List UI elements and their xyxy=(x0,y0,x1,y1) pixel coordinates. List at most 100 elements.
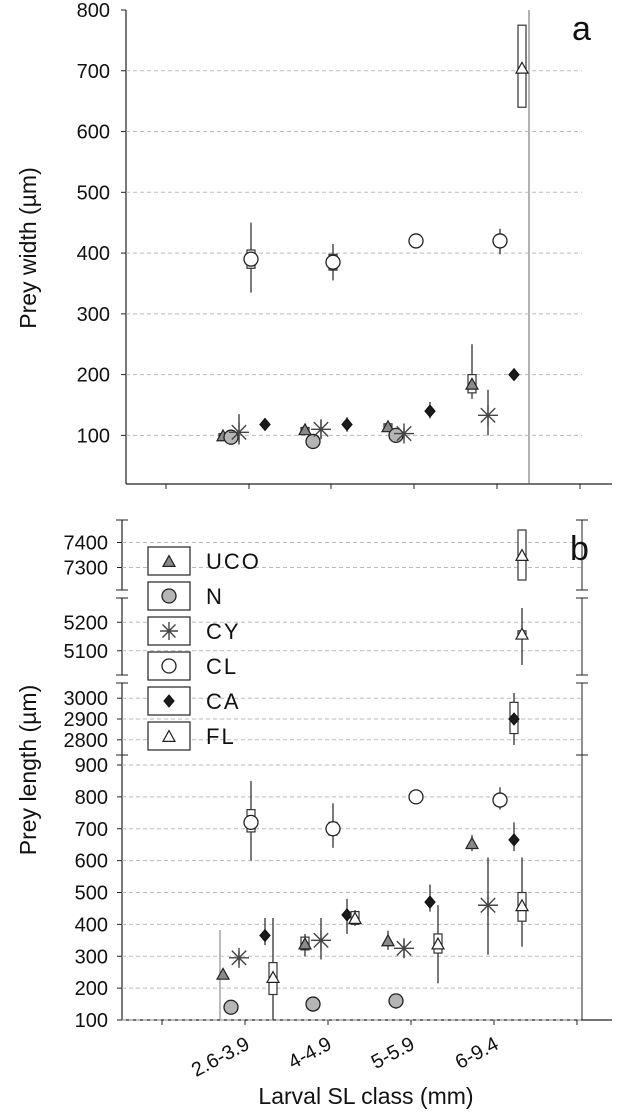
panel-b-tick-label: 500 xyxy=(75,883,108,905)
panel-b-cy-6-9-4-marker xyxy=(478,895,498,916)
panel-b-ca-6-9-4-marker xyxy=(508,833,520,847)
legend-swatch-cl xyxy=(147,651,191,681)
x-tick-label-4-4-9: 4-4.9 xyxy=(285,1033,336,1074)
panel-a-grid xyxy=(121,9,612,489)
x-tick-label-2-6-3-9: 2.6-3.9 xyxy=(188,1033,253,1082)
panel-b-tick-label: 7400 xyxy=(64,533,109,555)
legend-label-uco: UCO xyxy=(206,549,261,574)
panel-b-tick-label: 200 xyxy=(75,978,108,1000)
panel-a-uco-6-9-4-marker xyxy=(464,377,480,390)
panel-a-tick-label: 700 xyxy=(77,61,110,83)
legend-marker-ca xyxy=(163,694,175,708)
panel-a-tick-label: 500 xyxy=(77,182,110,204)
panel-b-uco-6-9-4-marker xyxy=(464,836,480,850)
legend-label-cl: CL xyxy=(206,654,238,679)
legend-label-fl: FL xyxy=(206,724,236,749)
panel-b-y-axis-label: Prey length (µm) xyxy=(15,685,41,855)
panel-b-tick-label: 100 xyxy=(75,1010,108,1032)
panel-b-n-5-5-9-marker xyxy=(388,993,404,1009)
panel-b-broken-fl-6-9-4-marker xyxy=(514,548,530,562)
panel-a-ca-5-5-9-marker xyxy=(424,404,436,418)
panel-a-ca-2-6-3-9-marker xyxy=(259,417,271,432)
panel-b-cy-4-4-9-marker xyxy=(311,930,331,951)
panel-a-cy-2-6-3-9-marker xyxy=(229,422,249,443)
panel-a-ca-4-4-9-marker xyxy=(341,417,353,432)
legend-label-ca: CA xyxy=(206,689,241,714)
panel-b-ca-5-5-9-marker xyxy=(424,895,436,909)
panel-b-uco-4-4-9-marker xyxy=(297,936,313,950)
panel-a-n-4-4-9-marker xyxy=(305,433,321,450)
panel-a-cl-2-6-3-9-marker xyxy=(243,251,259,267)
panel-b-cl-5-5-9-marker xyxy=(408,789,424,805)
x-axis-label: Larval SL class (mm) xyxy=(258,1083,473,1109)
panel-b-fl-4-4-9-marker xyxy=(347,911,363,925)
panel-a-tick-label: 600 xyxy=(77,122,110,144)
panel-b-cy-5-5-9-marker xyxy=(394,938,414,959)
panel-b-grid xyxy=(116,519,612,1021)
panel-b-n-4-4-9-marker xyxy=(305,996,321,1012)
panel-a-tick-label: 300 xyxy=(77,304,110,326)
panel-b-tick-label: 2800 xyxy=(64,730,109,752)
legend-marker-n xyxy=(161,588,177,604)
panel-b-data-marks xyxy=(215,529,530,1020)
legend-marker-fl xyxy=(161,729,177,743)
panel-a-data-marks xyxy=(215,24,530,450)
panel-b-broken-ca-6-9-4-marker xyxy=(508,712,520,726)
panel-a-tick-label: 400 xyxy=(77,243,110,265)
panel-b-uco-5-5-9-marker xyxy=(380,933,396,947)
panel-a-n-2-6-3-9-marker xyxy=(223,429,239,445)
panel-a-tick-label: 200 xyxy=(77,365,110,387)
panel-b-tick-label: 5200 xyxy=(64,612,109,634)
panel-a-tick-label: 100 xyxy=(77,425,110,447)
panel-a-cl-4-4-9-marker xyxy=(325,254,341,270)
panel-b-cl-4-4-9-marker xyxy=(325,821,341,837)
legend-label-n: N xyxy=(206,584,224,609)
x-axis-tick-labels: 2.6-3.9 4-4.9 5-5.9 6-9.4 xyxy=(161,1020,578,1082)
panel-b-tick-label: 300 xyxy=(75,946,108,968)
panel-a-uco-5-5-9-marker xyxy=(380,419,396,433)
panel-a-y-ticks: 800 700 600 500 400 300 200 100 xyxy=(77,0,110,447)
panel-a-cl-5-5-9-marker xyxy=(408,233,424,249)
panel-b-ca-2-6-3-9-marker xyxy=(259,928,271,943)
panel-a-cy-6-9-4-marker xyxy=(478,405,498,426)
legend-marker-uco xyxy=(161,554,177,568)
panel-a-cy-5-5-9-marker xyxy=(394,423,414,444)
panel-a-uco-4-4-9-marker xyxy=(297,422,313,436)
x-tick-label-5-5-9: 5-5.9 xyxy=(368,1033,419,1074)
panel-b-tick-label: 600 xyxy=(75,851,108,873)
panel-a-cy-4-4-9-marker xyxy=(311,419,331,440)
legend-marker-cy xyxy=(160,622,178,640)
panel-b-fl-5-5-9-marker xyxy=(430,936,446,950)
panel-b-y-ticks: 900 800 700 600 500 400 300 200 100 7400 7300 5200 5… xyxy=(64,533,109,1033)
legend: UCO N CY CL CA FL xyxy=(147,546,261,751)
panel-b-tick-label: 5100 xyxy=(64,641,109,663)
panel-b-tick-label: 700 xyxy=(75,819,108,841)
panel-b-broken-fl-6-9-4-marker xyxy=(514,627,530,640)
panel-b-fl-2-6-3-9-marker xyxy=(265,970,281,983)
panel-b-tick-label: 2900 xyxy=(64,709,109,731)
panel-b: 900 800 700 600 500 400 300 200 100 7400 7300 5200 5… xyxy=(15,519,612,1033)
panel-b-cy-2-6-3-9-marker xyxy=(229,947,249,968)
panel-b-tick-label: 7300 xyxy=(64,558,109,580)
panel-a-fl-6-9-4-marker xyxy=(514,61,530,74)
panel-b-ca-4-4-9-marker xyxy=(341,908,353,922)
legend-label-cy: CY xyxy=(206,619,241,644)
panel-b-tick-label: 400 xyxy=(75,914,108,936)
panel-b-tick-label: 800 xyxy=(75,787,108,809)
panel-a-ca-6-9-4-marker xyxy=(508,367,520,382)
panel-b-tick-label: 900 xyxy=(75,755,108,777)
panel-a: 800 700 600 500 400 300 200 100 a Prey width (µ… xyxy=(15,0,612,489)
panel-a-plot-area xyxy=(126,10,612,484)
panel-b-label: b xyxy=(570,530,589,568)
panel-a-cl-6-9-4-marker xyxy=(492,233,508,249)
panel-b-cl-2-6-3-9-marker xyxy=(243,814,259,831)
panel-a-tick-label: 800 xyxy=(77,0,110,22)
panel-b-tick-label: 3000 xyxy=(64,688,109,710)
legend-marker-cl xyxy=(161,658,177,674)
panel-b-fl-6-9-4-marker xyxy=(514,898,530,912)
panel-b-cl-6-9-4-marker xyxy=(492,792,508,808)
panel-a-label: a xyxy=(572,10,591,48)
panel-b-n-2-6-3-9-marker xyxy=(223,999,239,1015)
panel-b-uco-2-6-3-9-marker xyxy=(215,967,231,980)
